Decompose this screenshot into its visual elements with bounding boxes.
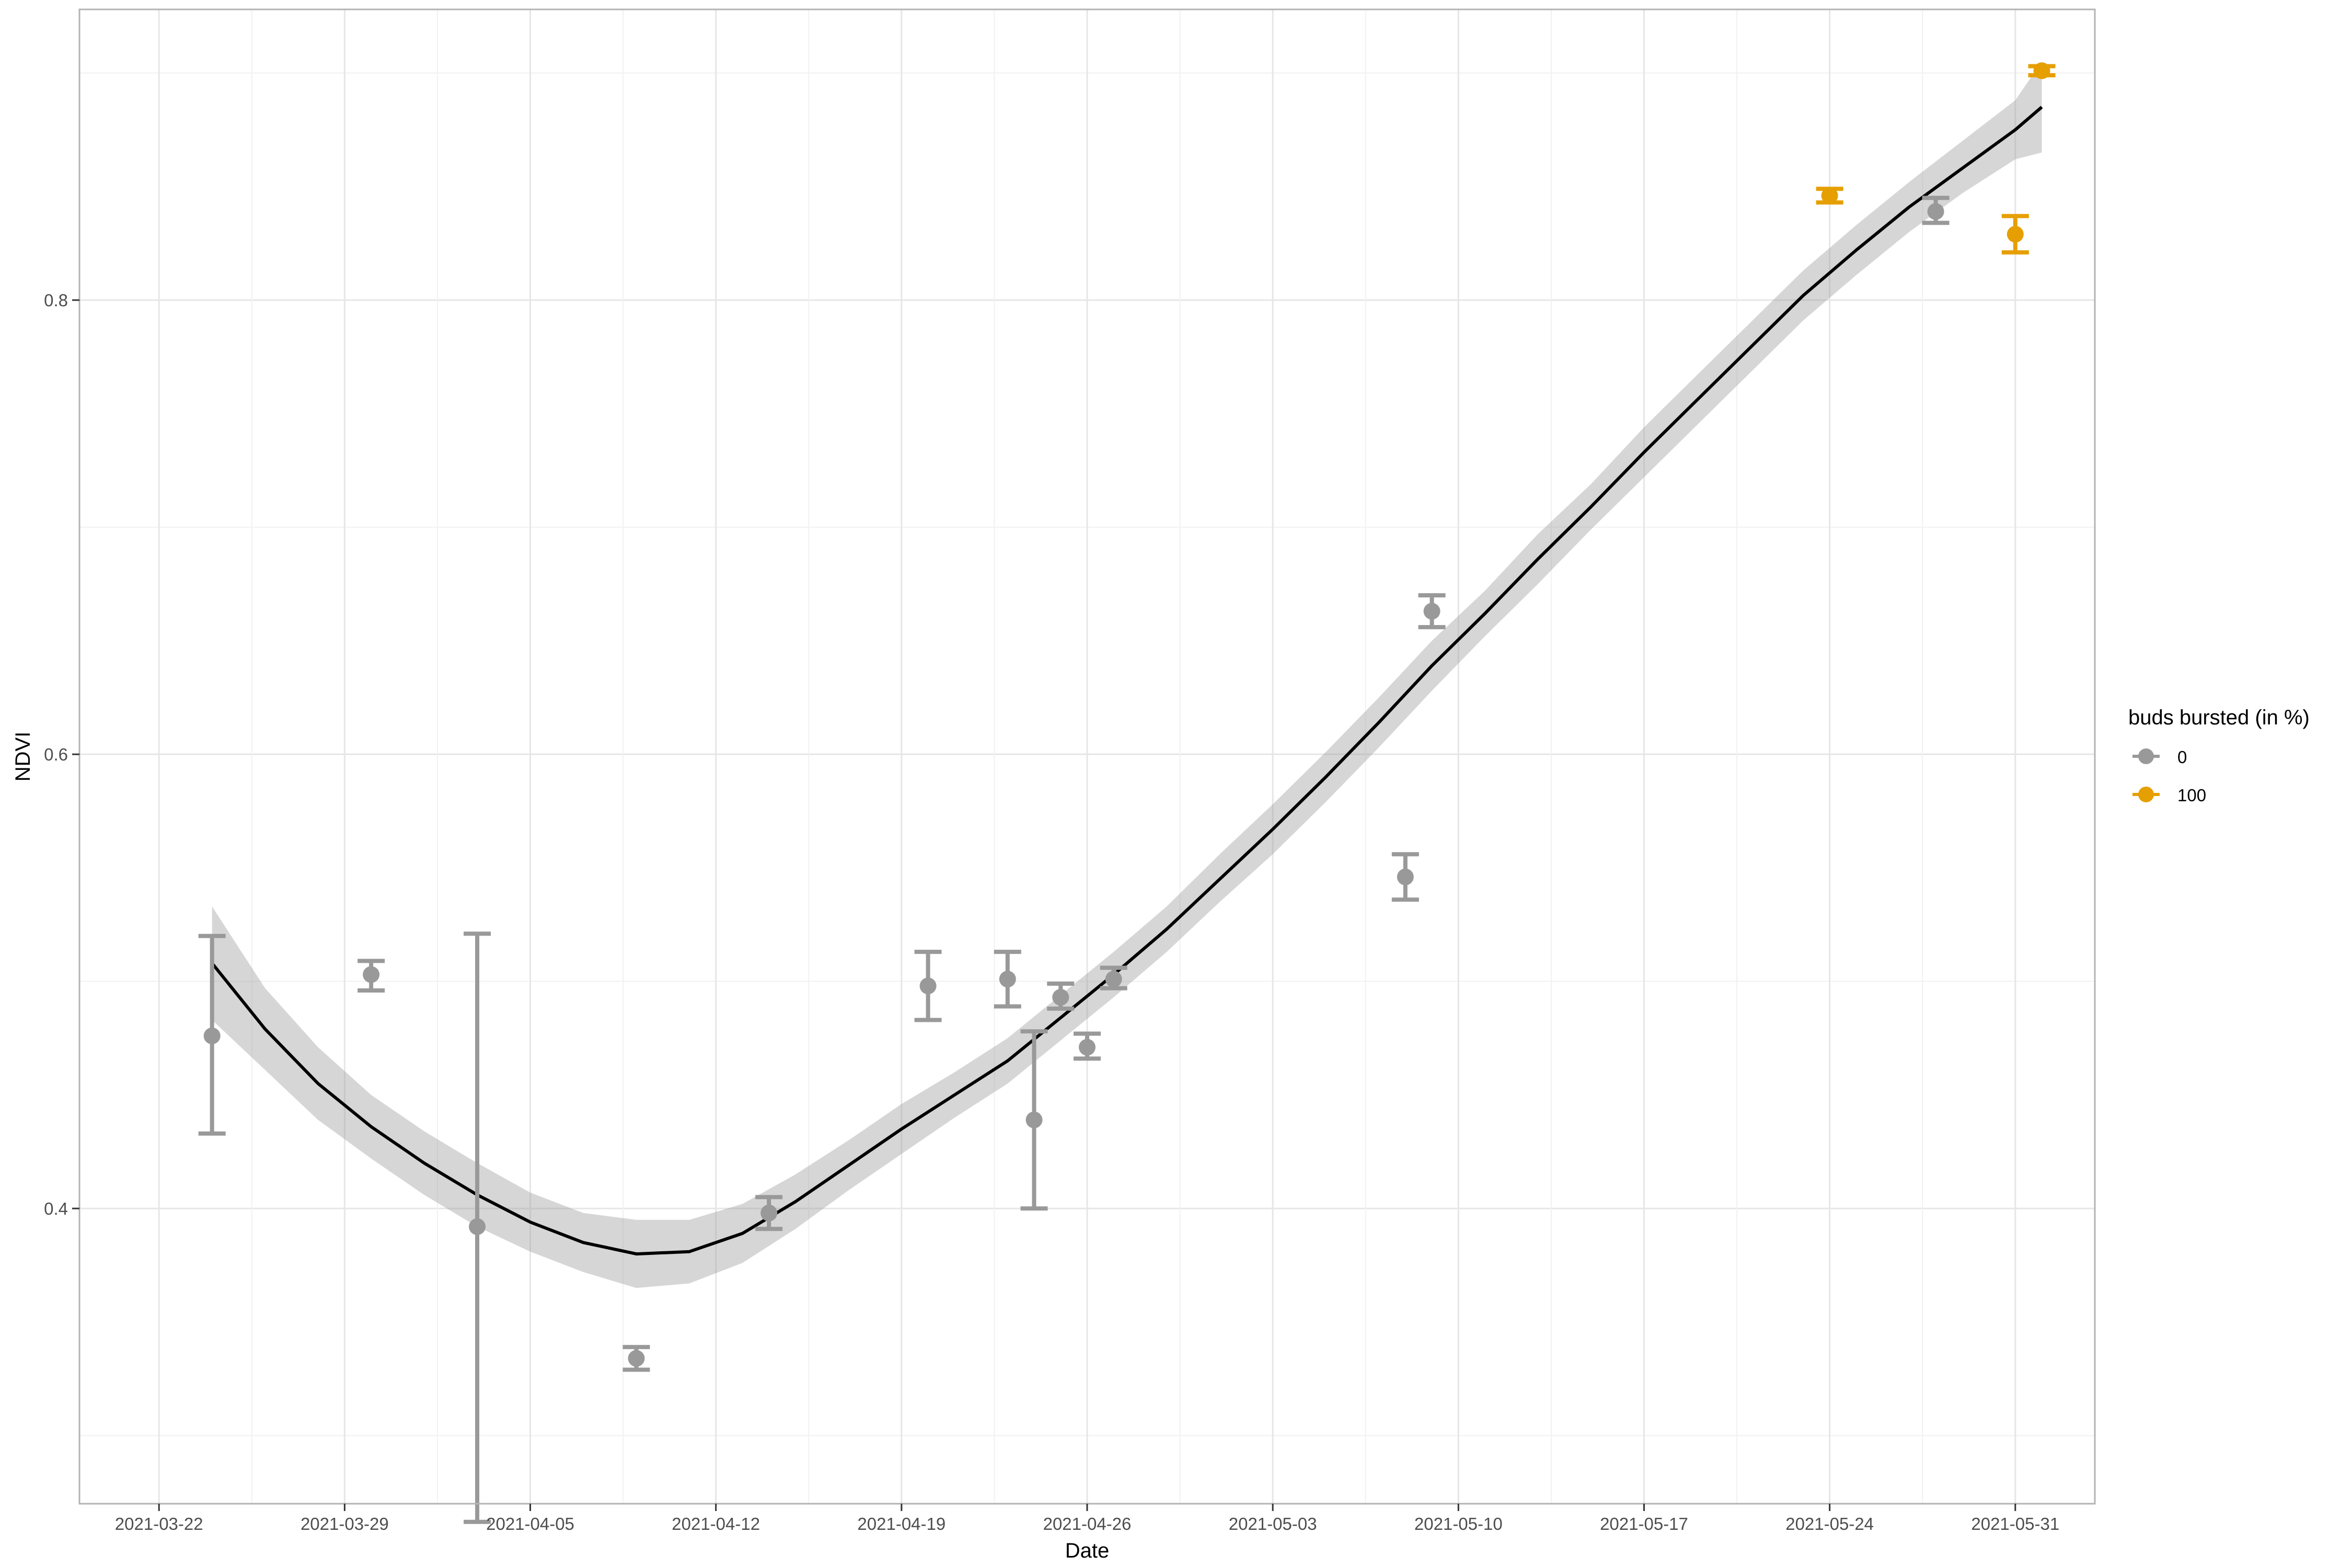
x-tick-label: 2021-04-19	[857, 1514, 946, 1534]
x-axis-label: Date	[1065, 1539, 1110, 1562]
data-point-group	[198, 933, 226, 1136]
data-point-group	[1020, 1029, 1048, 1211]
data-point	[760, 1204, 778, 1221]
data-point-group	[1816, 187, 1843, 205]
data-point	[1821, 187, 1838, 204]
legend-label: 100	[2177, 786, 2206, 805]
data-point	[628, 1350, 645, 1367]
x-tick-label: 2021-05-17	[1600, 1514, 1688, 1534]
data-point	[2033, 62, 2050, 79]
data-points	[198, 62, 2056, 1524]
x-tick-label: 2021-05-31	[1971, 1514, 2059, 1534]
x-tick-label: 2021-05-03	[1229, 1514, 1317, 1534]
data-point-group	[2028, 62, 2056, 79]
grid	[79, 9, 2095, 1504]
data-point	[919, 977, 937, 995]
smooth-band	[212, 61, 2042, 1288]
data-point-group	[1922, 195, 1950, 225]
data-point	[1025, 1111, 1043, 1128]
data-point	[999, 971, 1016, 988]
data-point-group	[358, 959, 385, 993]
x-tick-label: 2021-05-10	[1414, 1514, 1503, 1534]
y-tick-label: 0.4	[44, 1199, 68, 1218]
x-tick-label: 2021-04-12	[672, 1514, 760, 1534]
data-point-group	[994, 950, 1021, 1009]
data-point	[469, 1218, 486, 1235]
x-tick-label: 2021-04-26	[1043, 1514, 1132, 1534]
data-point-group	[2001, 214, 2029, 255]
legend: buds bursted (in %) 0 100	[2128, 706, 2310, 805]
data-point	[203, 1027, 221, 1044]
x-tick-label: 2021-04-05	[486, 1514, 574, 1534]
smooth-line	[211, 106, 2043, 1256]
legend-label: 0	[2177, 747, 2187, 767]
y-tick-label: 0.6	[44, 745, 68, 764]
y-tick-label: 0.8	[44, 291, 68, 310]
x-tick-label: 2021-03-22	[115, 1514, 203, 1534]
data-point	[1397, 868, 1414, 885]
legend-entry: 0	[2132, 747, 2187, 767]
data-point-group	[914, 950, 942, 1022]
data-point	[2007, 226, 2024, 243]
data-point	[1052, 989, 1069, 1006]
data-point-group	[1391, 852, 1419, 902]
data-point-group	[1047, 981, 1075, 1011]
y-axis-label: NDVI	[11, 732, 34, 782]
data-point-group	[1074, 1031, 1101, 1061]
data-point-group	[1100, 965, 1127, 990]
data-point-group	[755, 1195, 783, 1231]
x-tick-label: 2021-03-29	[301, 1514, 389, 1534]
legend-key-point	[2138, 748, 2154, 764]
legend-title: buds bursted (in %)	[2128, 706, 2310, 729]
x-tick-label: 2021-05-24	[1785, 1514, 1874, 1534]
data-point	[1927, 203, 1944, 220]
data-point-group	[622, 1345, 650, 1372]
data-point	[363, 966, 380, 983]
smooth-trend-line	[211, 106, 2043, 1256]
data-point-group	[464, 931, 491, 1524]
axes: 0.4 0.6 0.8 2021-03-22 2021-03-29 2021-04-05 2…	[44, 291, 2059, 1534]
data-point	[1423, 603, 1440, 620]
confidence-band	[212, 61, 2042, 1288]
legend-key-point	[2138, 787, 2154, 802]
data-point	[1079, 1039, 1096, 1056]
legend-entry: 100	[2132, 786, 2206, 805]
data-point-group	[1418, 593, 1446, 629]
data-point	[1105, 971, 1122, 988]
